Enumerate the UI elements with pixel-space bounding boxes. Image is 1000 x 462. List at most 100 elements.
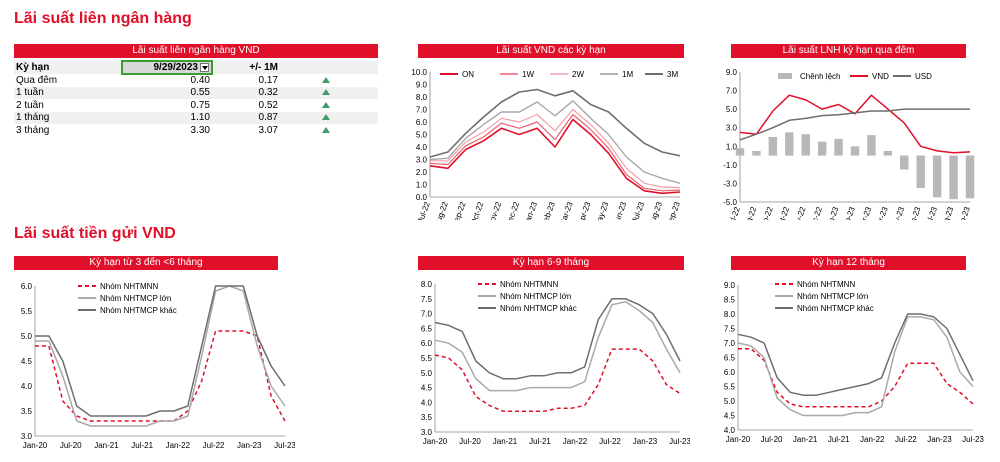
bar xyxy=(850,146,860,156)
y-tick-label: 5.0 xyxy=(724,397,736,406)
y-tick-label: 7.0 xyxy=(416,106,428,115)
x-tick-label: Jan-21 xyxy=(793,435,818,444)
deposit-section-title: Lãi suất tiền gửi VND xyxy=(14,225,176,242)
bar xyxy=(867,135,876,156)
chart-deposit-12: 4.0 4.5 5.0 5.5 6.0 6.5 7.0 7.5 8.0 8.5 9.0 Jan-20 J… xyxy=(724,280,985,444)
y-tick-label: 5.5 xyxy=(421,354,433,363)
legend-label: VND xyxy=(872,72,889,81)
chart-on-interbank-title: Lãi suất LNH kỳ hạn qua đêm xyxy=(731,44,966,58)
table-row: 1 tuần 0.55 0.32 xyxy=(14,86,378,99)
x-tick-label: Dec-22 xyxy=(504,200,521,220)
row-rate: 3.30 xyxy=(190,124,210,136)
row-term: 1 tuần xyxy=(14,86,122,99)
series-line xyxy=(739,94,971,154)
row-change: 0.17 xyxy=(258,74,278,86)
x-tick-label: Jul-23 xyxy=(630,200,646,220)
x-tick-label: Aug-22 xyxy=(432,200,449,220)
x-tick-label: Jan-20 xyxy=(423,437,448,446)
series-line xyxy=(739,108,970,141)
x-tick-label: Nov-22 xyxy=(486,200,503,220)
x-tick-label: Jul-23 xyxy=(274,441,295,450)
series-line xyxy=(434,298,681,380)
bar xyxy=(916,155,925,189)
bar xyxy=(900,155,909,170)
y-tick-label: 7.5 xyxy=(724,325,736,334)
y-tick-label: 9.0 xyxy=(416,81,428,90)
bar xyxy=(752,150,761,156)
legend-label: USD xyxy=(915,72,932,81)
x-tick-label: Jan-20 xyxy=(726,435,751,444)
col-change-header: +/- 1M xyxy=(249,62,278,73)
y-tick-label: 4.5 xyxy=(21,357,33,366)
y-tick-label: 1.0 xyxy=(726,142,738,151)
x-tick-label: Aug-22 xyxy=(741,205,758,220)
x-tick-label: Jul-23 xyxy=(962,435,984,444)
bar xyxy=(883,150,893,156)
series-line xyxy=(35,285,286,417)
row-rate: 0.55 xyxy=(122,86,212,99)
x-tick-label: Sep-22 xyxy=(450,200,467,220)
y-tick-label: 0.0 xyxy=(416,193,428,202)
y-tick-label: 7.0 xyxy=(726,87,738,96)
x-tick-label: Jun-23 xyxy=(611,200,628,220)
y-tick-label: 2.0 xyxy=(416,168,428,177)
x-tick-label: Sep-22 xyxy=(757,205,774,220)
legend-label: Chênh lệch xyxy=(800,72,840,81)
up-triangle-icon xyxy=(322,114,330,121)
x-tick-label: Sep-23 xyxy=(955,205,972,220)
y-tick-label: -5.0 xyxy=(723,198,737,207)
chart-vnd-terms: 0.0 1.0 2.0 3.0 4.0 5.0 6.0 7.0 8.0 9.0 10.0 Jul-22… xyxy=(411,68,682,220)
bar xyxy=(965,155,975,199)
legend-swatch xyxy=(778,73,792,79)
x-tick-label: Jan-23 xyxy=(824,205,841,220)
x-tick-label: Aug-23 xyxy=(938,205,955,220)
x-tick-label: Jan-20 xyxy=(23,441,48,450)
y-tick-label: 1.0 xyxy=(416,181,428,190)
bar xyxy=(735,148,745,156)
x-tick-label: Jul-22 xyxy=(726,205,742,220)
bar xyxy=(932,155,942,198)
x-tick-label: Feb-23 xyxy=(840,205,857,220)
series-line xyxy=(35,285,286,427)
dropdown-arrow-icon[interactable] xyxy=(200,62,209,72)
y-tick-label: 6.5 xyxy=(724,354,736,363)
x-tick-label: Jul-20 xyxy=(761,435,783,444)
series-line xyxy=(737,313,974,396)
date-selector[interactable]: 9/29/2023 xyxy=(121,60,213,75)
y-tick-label: 7.0 xyxy=(421,310,433,319)
row-change: 3.07 xyxy=(258,124,278,136)
x-tick-label: May-23 xyxy=(889,205,907,220)
legend-label: Nhóm NHTMCP khác xyxy=(100,306,177,315)
row-term: Qua đêm xyxy=(16,74,58,86)
chart-deposit-6-9-title: Kỳ hạn 6-9 tháng xyxy=(418,256,684,270)
y-tick-label: 4.0 xyxy=(416,143,428,152)
y-tick-label: 7.0 xyxy=(724,339,736,348)
x-tick-label: Jul-22 xyxy=(599,437,621,446)
legend-label: Nhóm NHTMNN xyxy=(797,280,855,289)
up-triangle-icon xyxy=(322,126,330,133)
x-tick-label: Jan-21 xyxy=(493,437,518,446)
y-tick-label: 8.5 xyxy=(724,296,736,305)
y-tick-label: 3.0 xyxy=(421,428,433,437)
row-change: 0.87 xyxy=(212,111,280,124)
y-tick-label: 5.5 xyxy=(21,307,33,316)
x-tick-label: Jul-22 xyxy=(416,200,432,220)
y-tick-label: 6.0 xyxy=(724,368,736,377)
bar xyxy=(834,138,843,156)
legend-label: Nhóm NHTMNN xyxy=(500,280,558,289)
y-tick-label: 4.5 xyxy=(724,412,736,421)
y-tick-label: 4.0 xyxy=(21,382,33,391)
x-tick-label: Jul-20 xyxy=(60,441,82,450)
legend-label: Nhóm NHTMCP khác xyxy=(797,304,874,313)
chart-vnd-terms-title: Lãi suất VND các kỳ hạn xyxy=(418,44,684,58)
x-tick-label: Oct-22 xyxy=(469,200,486,220)
row-term: 2 tuần xyxy=(16,99,44,111)
bar xyxy=(768,137,778,156)
row-change: 0.52 xyxy=(258,99,278,111)
x-tick-label: Jul-23 xyxy=(669,437,690,446)
x-tick-label: Nov-22 xyxy=(790,205,807,220)
series-line xyxy=(429,113,681,192)
bar xyxy=(817,141,827,156)
y-tick-label: 10.0 xyxy=(411,68,427,77)
